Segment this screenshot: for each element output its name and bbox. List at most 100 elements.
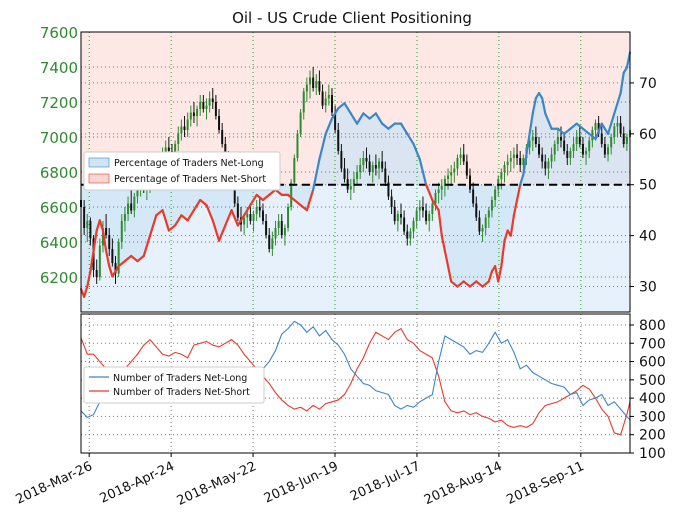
candle-body — [475, 203, 478, 218]
pct-net-long-segment — [619, 71, 625, 95]
pct-net-long-segment — [355, 112, 365, 125]
candle-body — [86, 221, 89, 228]
candle-body — [271, 238, 274, 249]
candle-body — [544, 161, 547, 169]
top-legend-label: Percentage of Traders Net-Long — [114, 158, 264, 169]
pct-net-long-segment — [569, 122, 578, 130]
candle-body — [343, 168, 346, 179]
candle-body — [465, 161, 468, 176]
candle-body — [356, 172, 359, 179]
pct-net-long-segment — [440, 234, 447, 253]
pct-net-long-segment — [503, 229, 509, 242]
candle-body — [167, 147, 170, 151]
pct-net-long-segment — [374, 112, 384, 125]
candle-body — [202, 102, 205, 109]
pct-net-long-segment — [531, 97, 537, 115]
candle-body — [337, 130, 340, 151]
candle-body — [613, 126, 616, 137]
bottom-panel: 100 200 300 400 500 600 700 800 — [80, 313, 666, 462]
candle-body — [208, 98, 211, 106]
pct-net-long-segment — [155, 209, 164, 217]
pct-net-long-segment — [500, 239, 506, 268]
candle-body — [378, 161, 381, 169]
pct-net-long-segment — [456, 280, 465, 288]
pct-net-long-segment — [512, 198, 519, 217]
candle-body — [290, 182, 293, 207]
candle-body — [541, 154, 544, 162]
candle-body — [531, 137, 534, 141]
candle-body — [261, 210, 264, 221]
candle-body — [616, 123, 619, 127]
candle-body — [265, 221, 268, 235]
candle-body — [114, 263, 117, 274]
pct-net-long-segment — [541, 97, 547, 115]
candle-body — [196, 109, 199, 116]
pct-net-long-segment — [487, 270, 494, 283]
candle-body — [393, 207, 396, 221]
pct-net-long-segment — [399, 122, 409, 135]
pct-net-long-segment — [613, 102, 619, 115]
candle-body — [312, 77, 315, 88]
bottom-legend-label: Number of Traders Net-Long — [113, 373, 247, 384]
pct-net-long-segment — [528, 112, 534, 135]
pct-net-long-segment — [525, 132, 531, 156]
candle-body — [528, 140, 531, 148]
pct-net-long-segment — [274, 188, 283, 197]
pct-net-long-segment — [616, 91, 622, 105]
price-tick-label: 6200 — [40, 269, 78, 287]
count-tick-label: 200 — [639, 428, 666, 444]
candle-body — [302, 91, 305, 113]
pct-net-long-segment — [349, 112, 359, 125]
candle-body — [512, 154, 515, 158]
candle-body — [406, 231, 409, 239]
candle-body — [327, 95, 330, 99]
price-tick-label: 7200 — [40, 94, 78, 112]
pct-net-long-segment — [418, 158, 428, 186]
pct-net-long-segment — [268, 188, 277, 197]
candle-body — [487, 210, 490, 218]
pct-net-long-segment — [98, 219, 105, 232]
pct-net-long-segment — [563, 127, 572, 135]
candle-body — [459, 154, 462, 158]
candle-body — [500, 172, 503, 179]
candle-body — [186, 119, 189, 130]
top-legend-swatch — [88, 157, 110, 168]
pct-net-long-segment — [101, 229, 108, 253]
pct-net-long-segment — [522, 153, 528, 176]
candle-body — [224, 144, 227, 158]
pct-tick-label: 50 — [639, 178, 657, 194]
candle-body — [243, 217, 246, 225]
pct-tick-label: 60 — [639, 127, 657, 143]
candle-body — [214, 102, 217, 116]
candle-body — [268, 235, 271, 249]
candle-body — [516, 154, 519, 158]
candle-body — [399, 214, 402, 218]
pct-net-long-segment — [515, 183, 522, 202]
candle-body — [603, 144, 606, 155]
candle-body — [277, 221, 280, 228]
pct-net-long-segment — [299, 203, 308, 212]
candle-body — [559, 137, 562, 141]
pct-net-long-segment — [117, 259, 127, 268]
price-tick-label: 6600 — [40, 199, 78, 217]
x-tick-label: 2018-May-22 — [175, 459, 259, 509]
pct-net-long-segment — [450, 280, 459, 288]
candle-body — [352, 179, 355, 186]
candle-body — [293, 158, 296, 183]
candle-body — [287, 207, 290, 228]
pct-net-long-segment — [462, 280, 472, 288]
pct-net-long-segment — [142, 234, 152, 258]
bottom-legend-box — [83, 366, 265, 404]
pct-net-long-segment — [130, 254, 139, 263]
pct-net-long-segment — [224, 209, 233, 227]
candle-body — [585, 151, 588, 155]
candle-body — [387, 182, 390, 197]
candle-body — [233, 186, 236, 204]
candle-body — [418, 207, 421, 211]
pct-net-long-segment — [437, 209, 443, 237]
price-tick-label: 6800 — [40, 164, 78, 182]
candle-body — [177, 133, 180, 144]
pct-net-long-segment — [606, 112, 616, 135]
candle-body — [108, 235, 111, 249]
